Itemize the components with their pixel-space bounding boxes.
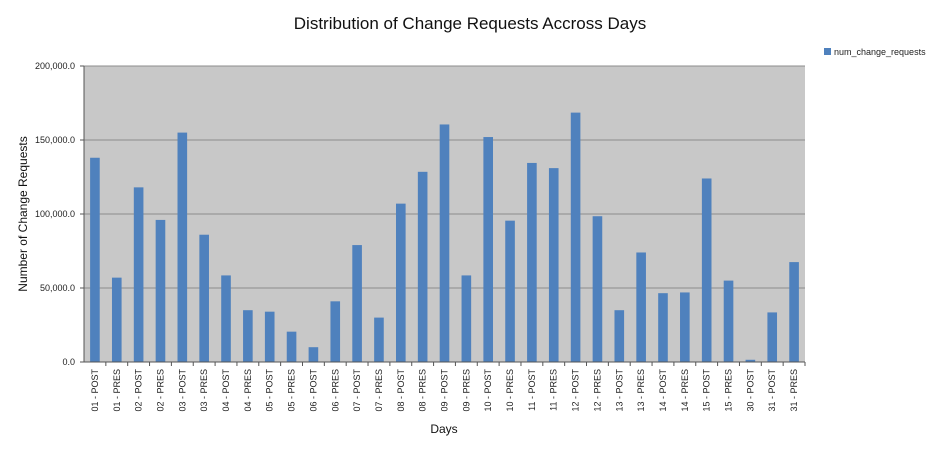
x-tick-label: 01 - POST (90, 369, 100, 412)
bar (243, 310, 253, 362)
bar (548, 168, 559, 362)
x-tick-label: 07 - PRES (374, 369, 384, 412)
x-tick-label: 02 - PRES (155, 369, 165, 412)
x-tick-label: 09 - POST (440, 369, 450, 412)
bar (570, 112, 581, 363)
chart-title: Distribution of Change Requests Accross … (294, 14, 646, 33)
legend-label: num_change_requests (834, 47, 926, 57)
x-tick-label: 05 - POST (265, 369, 275, 412)
x-tick-label: 01 - PRES (112, 369, 122, 412)
bar (199, 234, 209, 362)
x-tick-label: 10 - POST (483, 369, 493, 412)
x-tick-label: 07 - POST (352, 369, 362, 412)
bar (745, 359, 756, 362)
bar (111, 277, 122, 362)
x-tick-label: 03 - PRES (199, 369, 209, 412)
y-tick-label: 0.0 (62, 357, 75, 367)
x-tick-label: 15 - PRES (724, 369, 734, 412)
x-axis-ticks: 01 - POST 01 - PRES 02 - POST 02 - PRES 03 -… (90, 362, 806, 412)
bar (155, 219, 166, 362)
bar (374, 317, 384, 362)
bar (483, 137, 494, 362)
bar (789, 262, 799, 362)
bars (90, 112, 799, 363)
bar (417, 171, 428, 362)
x-tick-label: 03 - POST (177, 369, 187, 412)
y-tick-label: 150,000.0 (35, 135, 75, 145)
bar (658, 293, 668, 362)
bar (90, 157, 100, 362)
x-tick-label: 09 - PRES (461, 369, 471, 412)
bar (352, 245, 362, 362)
bar (133, 187, 144, 362)
x-tick-label: 30 - POST (745, 369, 755, 412)
bar (592, 216, 603, 362)
bar (701, 178, 712, 362)
bar (264, 311, 275, 362)
bar (505, 220, 515, 362)
y-tick-label: 50,000.0 (40, 283, 75, 293)
bar (395, 203, 406, 362)
bar (723, 280, 734, 362)
bar (286, 331, 297, 362)
x-tick-label: 05 - PRES (287, 369, 297, 412)
bar (767, 312, 778, 362)
bar (461, 275, 472, 362)
x-tick-label: 11 - POST (527, 369, 537, 411)
bar (177, 132, 188, 362)
x-tick-label: 12 - POST (571, 369, 581, 412)
legend-swatch (824, 48, 831, 55)
bar (221, 275, 231, 362)
x-tick-label: 31 - POST (767, 369, 777, 412)
y-axis-ticks: 0.0 50,000.0 100,000.0 150,000.0 200,000.0 (35, 61, 84, 367)
bar (614, 310, 625, 362)
y-tick-label: 200,000.0 (35, 61, 75, 71)
x-tick-label: 08 - POST (396, 369, 406, 412)
bar (439, 124, 450, 363)
x-tick-label: 08 - PRES (418, 369, 428, 412)
x-tick-label: 11 - PRES (549, 369, 559, 411)
bar (636, 252, 646, 362)
x-tick-label: 12 - PRES (592, 369, 602, 412)
bar (330, 301, 341, 362)
x-tick-label: 14 - POST (658, 369, 668, 412)
x-tick-label: 06 - PRES (330, 369, 340, 412)
x-tick-label: 02 - POST (134, 369, 144, 412)
bar (308, 347, 319, 362)
legend: num_change_requests (824, 47, 926, 57)
bar (680, 292, 690, 362)
x-tick-label: 13 - POST (614, 369, 624, 412)
x-tick-label: 06 - POST (308, 369, 318, 412)
bar (527, 162, 537, 362)
x-tick-label: 10 - PRES (505, 369, 515, 412)
x-tick-label: 04 - PRES (243, 369, 253, 412)
x-tick-label: 15 - POST (702, 369, 712, 412)
y-tick-label: 100,000.0 (35, 209, 75, 219)
x-tick-label: 14 - PRES (680, 369, 690, 412)
x-tick-label: 13 - PRES (636, 369, 646, 412)
y-axis-title: Number of Change Requests (16, 136, 30, 291)
x-tick-label: 31 - PRES (789, 369, 799, 412)
x-tick-label: 04 - POST (221, 369, 231, 412)
x-axis-title: Days (430, 422, 457, 436)
